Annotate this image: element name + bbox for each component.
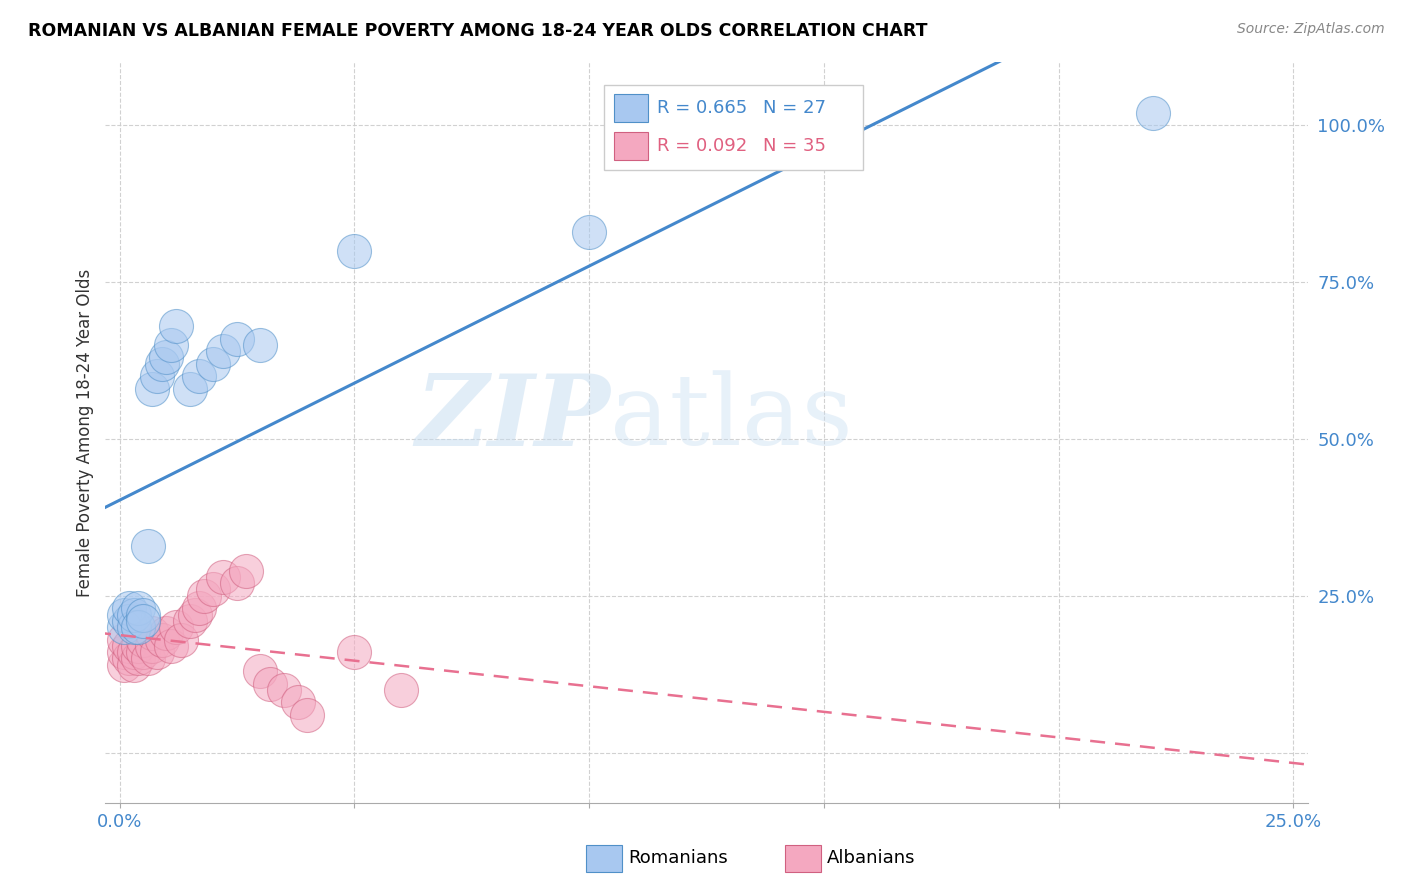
Text: atlas: atlas — [610, 370, 853, 466]
Point — [132, 632, 155, 647]
Point — [211, 344, 233, 359]
Text: R = 0.665: R = 0.665 — [657, 99, 748, 117]
Point — [127, 651, 149, 665]
Point — [343, 645, 366, 659]
Point — [343, 244, 366, 258]
Text: N = 35: N = 35 — [763, 137, 825, 155]
Point — [112, 645, 135, 659]
Text: Romanians: Romanians — [628, 849, 728, 867]
Point — [146, 369, 169, 384]
Point — [146, 645, 169, 659]
Point — [273, 682, 295, 697]
Point — [249, 664, 271, 678]
Point — [165, 318, 187, 333]
Point — [202, 582, 225, 597]
Point — [226, 576, 249, 591]
Point — [112, 607, 135, 622]
Text: N = 27: N = 27 — [763, 99, 825, 117]
Point — [112, 657, 135, 672]
Point — [118, 651, 141, 665]
Point — [813, 118, 835, 132]
Point — [122, 645, 145, 659]
Point — [179, 614, 201, 628]
Point — [235, 564, 257, 578]
Bar — [586, 845, 623, 871]
Point — [118, 601, 141, 615]
Point — [160, 639, 183, 653]
Point — [150, 357, 173, 371]
Point — [287, 695, 309, 709]
Point — [297, 708, 319, 723]
Point — [578, 225, 600, 239]
Point — [193, 589, 215, 603]
Point — [226, 331, 249, 345]
Point — [160, 338, 183, 352]
Point — [112, 620, 135, 634]
Text: ZIP: ZIP — [415, 369, 610, 466]
Point — [112, 632, 135, 647]
Point — [127, 601, 149, 615]
Text: ROMANIAN VS ALBANIAN FEMALE POVERTY AMONG 18-24 YEAR OLDS CORRELATION CHART: ROMANIAN VS ALBANIAN FEMALE POVERTY AMON… — [28, 22, 928, 40]
Point — [165, 620, 187, 634]
Point — [122, 657, 145, 672]
Point — [127, 639, 149, 653]
Point — [136, 539, 159, 553]
FancyBboxPatch shape — [605, 85, 863, 169]
Point — [132, 645, 155, 659]
Bar — [785, 845, 821, 871]
Point — [1142, 105, 1164, 120]
Point — [132, 614, 155, 628]
Point — [259, 676, 281, 690]
Text: Source: ZipAtlas.com: Source: ZipAtlas.com — [1237, 22, 1385, 37]
Point — [169, 632, 191, 647]
Point — [127, 620, 149, 634]
Point — [136, 651, 159, 665]
Point — [155, 626, 177, 640]
Point — [249, 338, 271, 352]
Y-axis label: Female Poverty Among 18-24 Year Olds: Female Poverty Among 18-24 Year Olds — [76, 268, 94, 597]
Point — [211, 570, 233, 584]
Point — [141, 639, 163, 653]
Bar — [614, 94, 648, 121]
Point — [118, 614, 141, 628]
Text: Albanians: Albanians — [827, 849, 915, 867]
Point — [188, 601, 211, 615]
Point — [179, 382, 201, 396]
Point — [202, 357, 225, 371]
Bar — [614, 132, 648, 161]
Point — [183, 607, 205, 622]
Point — [150, 632, 173, 647]
Point — [122, 607, 145, 622]
Point — [122, 620, 145, 634]
Point — [155, 351, 177, 365]
Point — [389, 682, 412, 697]
Point — [141, 626, 163, 640]
Point — [141, 382, 163, 396]
Point — [132, 607, 155, 622]
Point — [188, 369, 211, 384]
Point — [118, 639, 141, 653]
Text: R = 0.092: R = 0.092 — [657, 137, 748, 155]
